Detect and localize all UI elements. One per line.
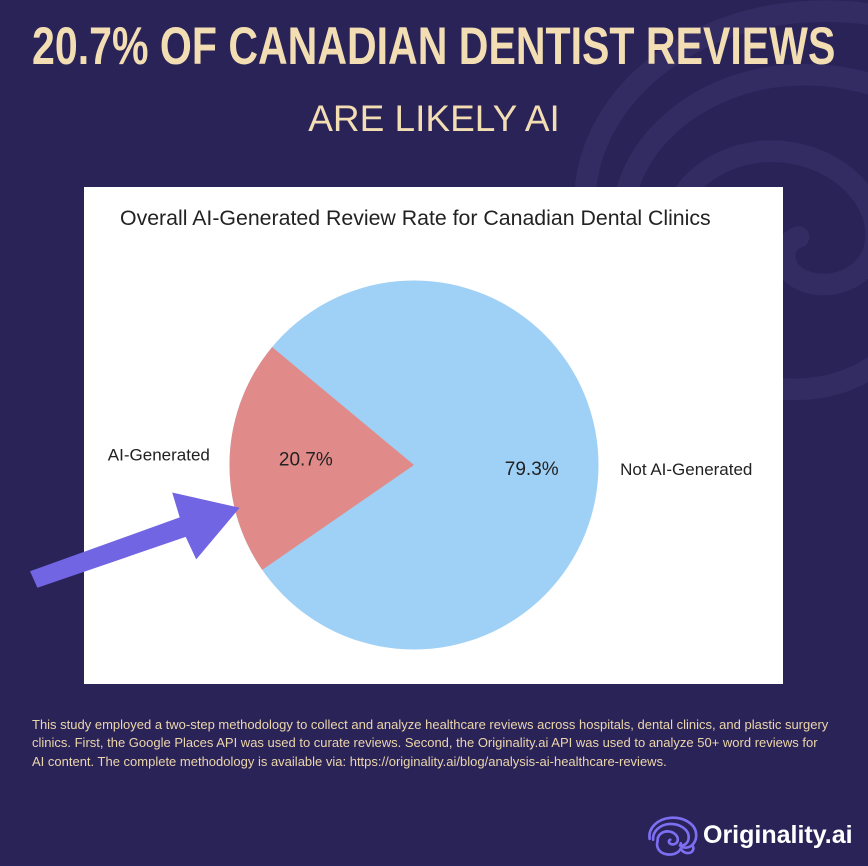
svg-text:Not AI-Generated: Not AI-Generated bbox=[620, 460, 752, 479]
svg-text:AI-Generated: AI-Generated bbox=[108, 446, 210, 465]
svg-text:20.7%: 20.7% bbox=[279, 450, 333, 471]
svg-text:79.3%: 79.3% bbox=[505, 459, 559, 480]
